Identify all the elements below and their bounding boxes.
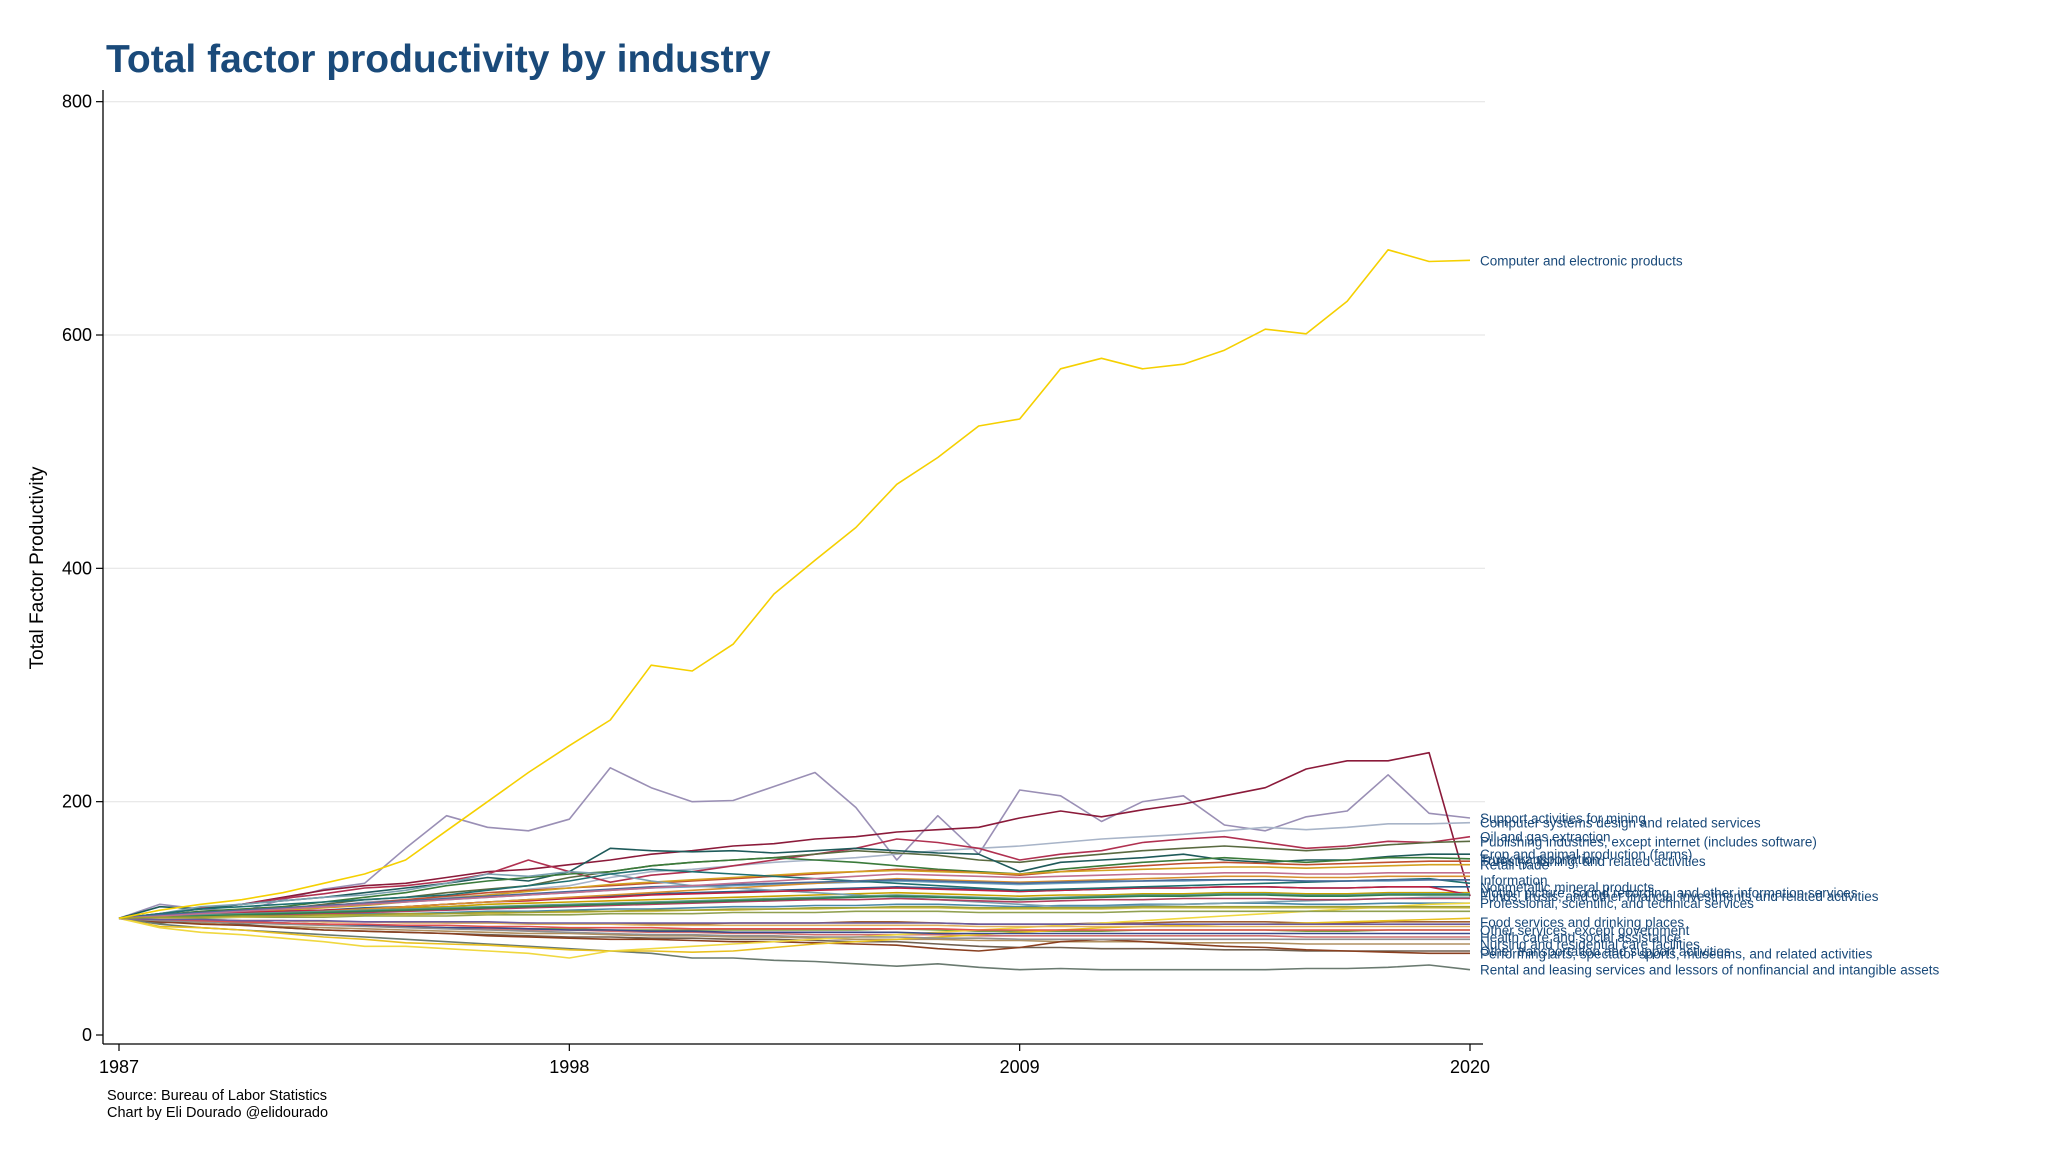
axes: 0 200 400 600 800 1987 1998 2009 2020: [62, 90, 1490, 1077]
series-line: [118, 917, 1470, 955]
series-end-label: Other transportation and support activit…: [1480, 944, 1731, 959]
x-tick-label: 2009: [1000, 1057, 1040, 1077]
series-labels: Computer and electronic products Support …: [1480, 253, 1940, 977]
series-end-label: Performing arts, spectator sports, museu…: [1480, 946, 1873, 961]
series-end-label: Information: [1480, 873, 1548, 888]
series-end-label: Support activities for mining: [1480, 811, 1646, 826]
series-end-label: Crop and animal production (farms): [1480, 847, 1692, 862]
series-line: [118, 766, 1471, 920]
series-end-label: Oil and gas extraction: [1480, 830, 1611, 845]
series-line: [119, 910, 1470, 920]
series-end-label: Computer systems design and related serv…: [1480, 816, 1761, 831]
series-end-label: Food services and drinking places: [1480, 915, 1684, 930]
y-tick-label: 600: [62, 325, 92, 345]
series-end-label: Other services, except government: [1480, 923, 1690, 938]
series-end-label: Funds, trusts, and other financial inves…: [1480, 889, 1879, 904]
series-end-label: Nonmetallic mineral products: [1480, 880, 1654, 895]
source-note: Source: Bureau of Labor Statistics Chart…: [107, 1088, 328, 1122]
series-end-label: Computer and electronic products: [1480, 253, 1683, 268]
y-tick-label: 800: [62, 92, 92, 112]
series-line: [118, 863, 1470, 920]
chart-title: Total factor productivity by industry: [106, 38, 771, 81]
series-line: [118, 917, 1470, 926]
series-line: [118, 905, 1470, 920]
x-tick-label: 1987: [99, 1057, 139, 1077]
series-line: [118, 917, 1471, 971]
y-tick-label: 200: [62, 792, 92, 812]
x-tick-label: 2020: [1450, 1057, 1490, 1077]
series-line: [118, 894, 1470, 920]
series-line: [118, 751, 1471, 920]
series-end-label: Nursing and residential care facilities: [1480, 937, 1700, 952]
series-line: [118, 856, 1471, 920]
series-end-label: Rental and leasing services and lessors …: [1480, 963, 1940, 978]
series-line: [118, 902, 1471, 959]
x-tick-label: 1998: [549, 1057, 589, 1077]
credit-text: Chart by Eli Dourado @elidourado: [107, 1105, 329, 1121]
y-tick-label: 400: [62, 558, 92, 578]
series-end-label: Truck transportation: [1480, 852, 1600, 867]
series-end-label: Health care and social assistance: [1480, 930, 1681, 945]
series-line: [118, 871, 1470, 920]
series-line: [118, 878, 1470, 920]
series-line: [118, 847, 1470, 920]
series-line: [118, 917, 1470, 931]
series-end-label: Motion picture, sound recording, and oth…: [1480, 886, 1858, 901]
series-line: [118, 835, 1471, 920]
series-end-label: Professional, scientific, and technical …: [1480, 896, 1754, 911]
series-lines: [118, 249, 1471, 971]
source-text: Source: Bureau of Labor Statistics: [107, 1088, 328, 1104]
series-line: [118, 868, 1471, 920]
y-tick-label: 0: [82, 1025, 92, 1045]
series-end-label: Publishing industries, except internet (…: [1480, 834, 1817, 849]
series-line: [118, 892, 1470, 920]
series-line: [118, 840, 1471, 920]
series-line: [119, 897, 1470, 920]
series-line: [118, 917, 1470, 945]
series-line: [118, 917, 1470, 941]
series-end-label: Retail trade: [1480, 858, 1549, 873]
series-end-label: Forestry, fishing, and related activitie…: [1480, 854, 1706, 869]
gridlines: [103, 101, 1485, 803]
series-line: [118, 249, 1471, 920]
